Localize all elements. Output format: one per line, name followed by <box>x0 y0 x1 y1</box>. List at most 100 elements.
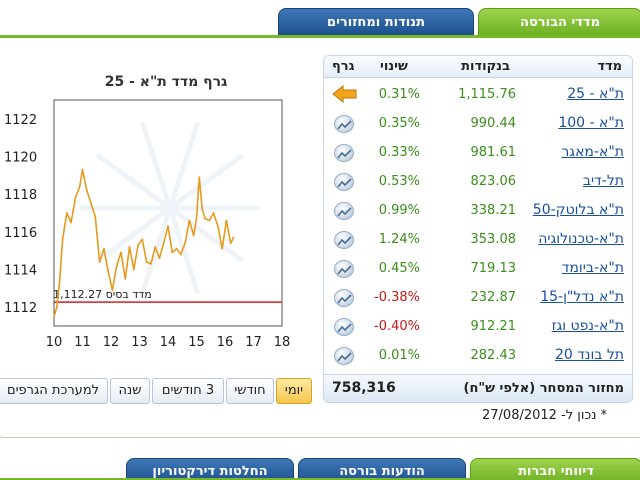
data-point <box>150 262 152 265</box>
graph-icon[interactable] <box>334 260 354 278</box>
data-point <box>175 247 178 250</box>
index-name-link[interactable]: ת"א - 100 <box>558 115 624 131</box>
index-name-link[interactable]: ת"א-נפט וגז <box>551 318 624 334</box>
data-point <box>158 257 161 260</box>
data-point <box>111 289 114 292</box>
data-point <box>192 234 195 237</box>
as-of-note: * נכון ל- 27/08/2012 <box>482 408 608 423</box>
graph-icon[interactable] <box>334 231 354 249</box>
index-change: 1.24% <box>378 232 420 247</box>
data-point <box>162 242 165 245</box>
index-name-link[interactable]: ת"א נדל"ן-15 <box>540 289 624 305</box>
period-daily-button[interactable]: יומי <box>276 378 312 404</box>
y-tick-label: 1120 <box>4 151 37 166</box>
data-point <box>154 246 157 248</box>
data-point <box>124 278 127 280</box>
data-point <box>201 208 204 211</box>
tab-volatility-turnover[interactable]: תנודות ומחזורים <box>278 8 474 36</box>
tab-exchange-notices[interactable]: הודעות בורסה <box>298 458 466 480</box>
data-point <box>132 268 135 271</box>
period-monthly-button[interactable]: חודשי <box>226 378 274 404</box>
data-point <box>61 238 64 241</box>
index-row: ת"א בלוטק-50 338.21 0.99% <box>324 196 632 225</box>
data-point <box>81 168 84 171</box>
header-points: בנקודות <box>461 59 510 74</box>
watermark-ray <box>167 207 201 295</box>
index-points: 981.61 <box>470 145 517 160</box>
index-points: 719.13 <box>470 261 517 276</box>
index-name-link[interactable]: ת"א-מאגר <box>561 144 624 160</box>
data-point <box>184 242 187 245</box>
series-line <box>53 168 235 317</box>
selected-arrow-icon[interactable] <box>332 84 358 104</box>
data-point <box>221 247 224 250</box>
data-point <box>229 242 232 245</box>
data-point <box>167 225 169 228</box>
graph-icon[interactable] <box>334 318 354 336</box>
index-name-link[interactable]: ת"א בלוטק-50 <box>532 202 624 218</box>
turnover-label: מחזור המסחר (אלפי ש"ח) <box>463 381 625 396</box>
watermark <box>80 121 260 295</box>
graph-icon[interactable] <box>334 347 354 365</box>
graph-icon[interactable] <box>334 115 354 133</box>
index-name-link[interactable]: ת"א - 25 <box>567 86 624 102</box>
index-name-link[interactable]: תל בונד 20 <box>554 347 624 363</box>
bottom-tab-underline <box>0 478 640 480</box>
header-change: שינוי <box>380 59 408 74</box>
tab-board-decisions[interactable]: החלטות דירקטוריון <box>126 458 294 480</box>
index-row: ת"א - 25 1,115.76 0.31% <box>324 80 632 109</box>
index-row: ת"א-טכנולוגיה 353.08 1.24% <box>324 225 632 254</box>
index-points: 338.21 <box>470 203 517 218</box>
data-point <box>115 264 118 267</box>
graph-icon[interactable] <box>334 202 354 220</box>
data-point <box>179 253 182 256</box>
turnover-value: 758,316 <box>332 380 396 396</box>
data-point <box>208 219 211 222</box>
x-tick-label: 14 <box>160 335 177 350</box>
index-points: 990.44 <box>470 116 517 131</box>
x-tick-label: 11 <box>74 335 91 350</box>
index-row: תל-דיב 823.06 0.53% <box>324 167 632 196</box>
data-point <box>137 244 139 246</box>
index-change: 0.35% <box>378 116 420 131</box>
index-row: ת"א-ביומד 719.13 0.45% <box>324 254 632 283</box>
graph-icon[interactable] <box>334 144 354 162</box>
graph-icon[interactable] <box>334 289 354 307</box>
watermark-ray <box>168 205 245 263</box>
data-point <box>55 306 58 309</box>
x-tick-label: 16 <box>217 335 234 350</box>
data-point <box>78 185 81 188</box>
watermark-ray <box>95 153 172 211</box>
period-year-button[interactable]: שנה <box>110 378 150 404</box>
tab-company-reports[interactable]: דיווחי חברות <box>470 458 640 480</box>
data-point <box>188 219 191 222</box>
index-change: 0.31% <box>378 87 420 102</box>
data-point <box>98 261 101 263</box>
period-graphs-system-button[interactable]: למערכת הגרפים <box>0 378 108 404</box>
x-tick-label: 18 <box>274 335 291 350</box>
data-point <box>171 251 174 254</box>
period-3-months-button[interactable]: 3 חודשים <box>152 378 224 404</box>
index-name-link[interactable]: תל-דיב <box>582 173 624 189</box>
tab-exchange-indices[interactable]: מדדי הבורסה <box>478 8 640 36</box>
index-points: 232.87 <box>470 290 517 305</box>
data-point <box>107 270 110 273</box>
index-points: 353.08 <box>470 232 517 247</box>
data-point <box>232 236 235 239</box>
graph-icon[interactable] <box>334 173 354 191</box>
index-change: 0.33% <box>378 145 420 160</box>
index-name-link[interactable]: ת"א-טכנולוגיה <box>538 231 624 247</box>
table-header: מדד בנקודות שינוי גרף <box>324 56 632 78</box>
index-points: 1,115.76 <box>458 87 516 102</box>
data-point <box>90 202 92 205</box>
data-point <box>74 197 77 199</box>
data-point <box>70 221 72 224</box>
x-tick-label: 17 <box>245 335 262 350</box>
watermark-ray <box>168 153 245 211</box>
y-tick-label: 1116 <box>4 226 37 241</box>
index-name-link[interactable]: ת"א-ביומד <box>561 260 624 276</box>
tab-underline <box>0 35 640 38</box>
index-change: 0.53% <box>378 174 420 189</box>
y-tick-label: 1118 <box>4 188 37 203</box>
